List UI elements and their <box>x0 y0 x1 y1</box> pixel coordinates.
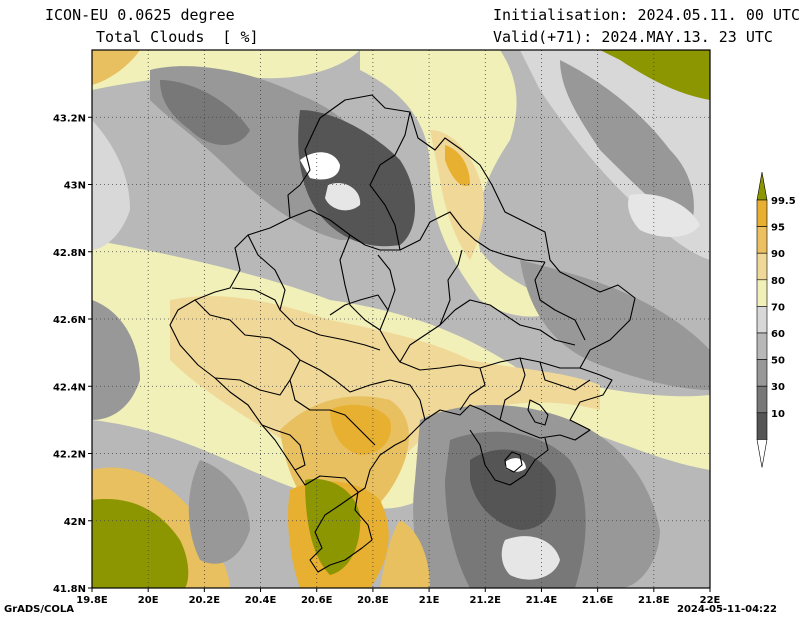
lon-tick-label: 20.6E <box>301 595 333 606</box>
colorbar-swatch <box>756 252 768 281</box>
init-time: Initialisation: 2024.05.11. 00 UTC <box>493 6 800 24</box>
colorbar-swatch <box>756 306 768 334</box>
colorbar-label: 50 <box>771 356 785 367</box>
colorbar-bottom-arrow <box>756 439 768 468</box>
valid-time: Valid(+71): 2024.MAY.13. 23 UTC <box>493 28 773 46</box>
variable-title: Total Clouds [ %] <box>96 28 259 46</box>
footer-timestamp: 2024-05-11-04:22 <box>677 604 777 615</box>
colorbar: 99.5 95 90 80 70 60 50 30 10 <box>756 171 796 468</box>
latitude-axis: 43.2N 43N 42.8N 42.6N 42.4N 42.2N 42N 41.8N <box>53 113 92 595</box>
lat-tick-label: 42.2N <box>53 450 86 461</box>
lat-tick-label: 43.2N <box>53 113 86 124</box>
lon-tick-label: 22E <box>700 595 721 606</box>
lon-tick-label: 21.8E <box>638 595 670 606</box>
lon-tick-label: 21.2E <box>470 595 502 606</box>
footer-credit: GrADS/COLA <box>4 604 74 615</box>
admin-borders <box>169 94 636 573</box>
colorbar-label: 95 <box>771 223 785 234</box>
model-title: ICON-EU 0.0625 degree <box>45 6 235 24</box>
lon-tick-label: 20E <box>138 595 159 606</box>
cloud-field <box>92 50 710 588</box>
longitude-axis: 19.8E 20E 20.2E 20.4E 20.6E 20.8E 21E 21.2E 21.4… <box>76 588 721 606</box>
lat-tick-label: 43N <box>64 181 86 192</box>
colorbar-label: 90 <box>771 249 785 260</box>
colorbar-swatch <box>756 385 768 414</box>
colorbar-top-arrow <box>756 171 768 201</box>
lon-tick-label: 21.6E <box>582 595 614 606</box>
colorbar-swatch <box>756 199 768 227</box>
colorbar-swatch <box>756 226 768 254</box>
lat-tick-label: 42.4N <box>53 382 86 393</box>
colorbar-label: 10 <box>771 409 785 420</box>
lat-tick-label: 42N <box>64 517 86 528</box>
colorbar-swatch <box>756 279 768 307</box>
colorbar-label: 99.5 <box>771 196 796 207</box>
lon-tick-label: 20.8E <box>357 595 389 606</box>
lon-tick-label: 19.8E <box>76 595 108 606</box>
lat-tick-label: 42.8N <box>53 248 86 259</box>
colorbar-label: 30 <box>771 382 785 393</box>
colorbar-swatch <box>756 359 768 387</box>
lon-tick-label: 20.4E <box>245 595 277 606</box>
colorbar-label: 60 <box>771 329 785 340</box>
graticule <box>92 50 710 588</box>
lat-tick-label: 41.8N <box>53 584 86 595</box>
lon-tick-label: 21E <box>419 595 440 606</box>
colorbar-label: 80 <box>771 276 785 287</box>
lon-tick-label: 21.4E <box>526 595 558 606</box>
lat-tick-label: 42.6N <box>53 315 86 326</box>
colorbar-swatch <box>756 412 768 440</box>
lon-tick-label: 20.2E <box>189 595 221 606</box>
colorbar-swatch <box>756 332 768 360</box>
colorbar-label: 70 <box>771 302 785 313</box>
